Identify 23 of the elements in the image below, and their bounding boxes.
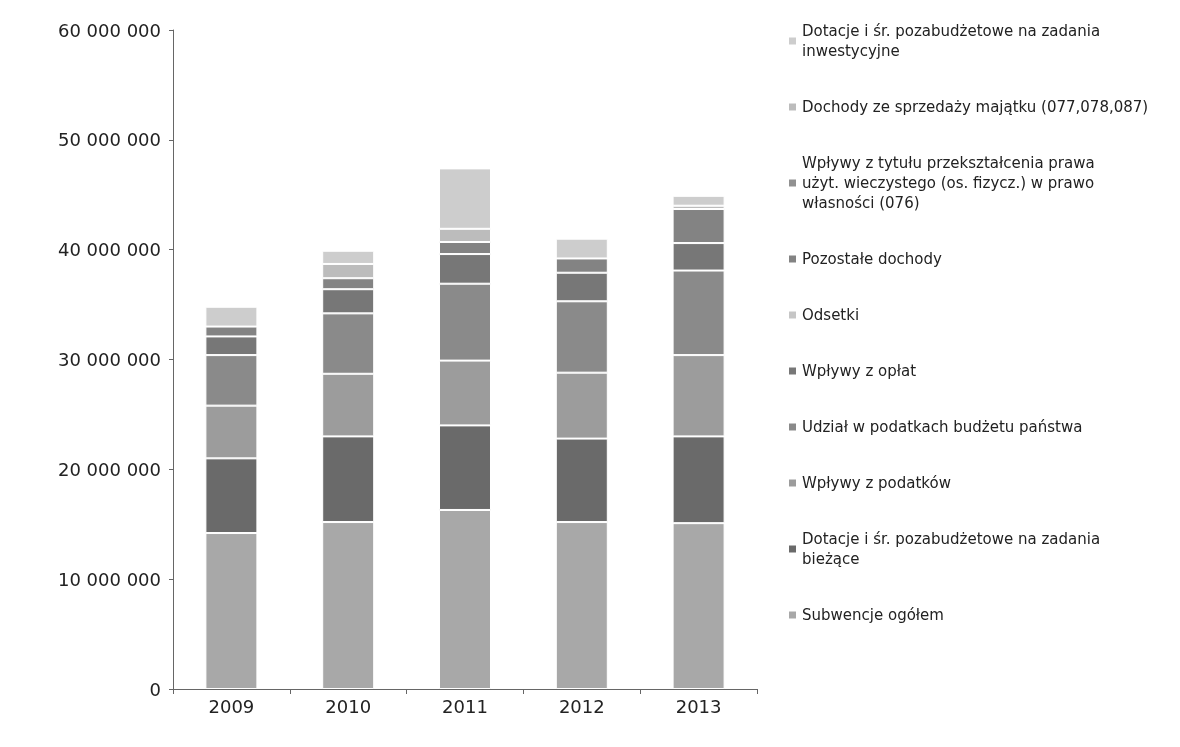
x-tick-label: 2013 <box>675 695 722 717</box>
legend-label: Dotacje i śr. pozabudżetowe na zadania inwestycyjne <box>802 22 1105 60</box>
legend-label: Dochody ze sprzedaży majątku (077,078,087) <box>802 98 1149 116</box>
bar <box>672 195 725 206</box>
legend-label: Odsetki <box>802 306 860 324</box>
legend-label: Udział w podatkach budżetu państwa <box>802 418 1083 436</box>
y-tick-label: 0 <box>149 678 161 700</box>
legend-label: Wpływy z opłat <box>802 362 917 380</box>
x-tick-label: 2009 <box>208 695 255 717</box>
x-tick-label: 2011 <box>442 695 488 717</box>
y-tick-label: 20 000 000 <box>57 458 161 480</box>
y-tick-label: 50 000 000 <box>57 129 161 151</box>
y-tick-label: 60 000 000 <box>57 19 161 41</box>
legend-label: Subwencje ogółem <box>802 606 944 624</box>
x-tick-label: 2010 <box>325 695 372 717</box>
y-tick-label: 40 000 000 <box>57 239 161 261</box>
legend-label: Pozostałe dochody <box>802 250 943 268</box>
y-tick-label: 10 000 000 <box>57 568 161 590</box>
legend-label: Dotacje i śr. pozabudżetowe na zadania bieżące <box>802 530 1105 568</box>
y-tick-label: 30 000 000 <box>57 349 161 370</box>
x-tick-label: 2012 <box>558 695 605 717</box>
legend-label: Wpływy z podatków <box>802 474 951 492</box>
legend-label: Wpływy z tytułu przekształcenia prawa użyt. wieczystego (os. fizycz.) w prawo własności (076) <box>802 154 1100 212</box>
